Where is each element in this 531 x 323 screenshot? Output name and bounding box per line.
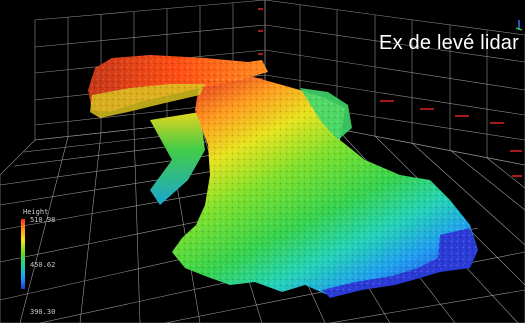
legend-min-label: 390.30 <box>30 308 56 316</box>
caption-text: Ex de levé lidar <box>379 32 519 54</box>
height-color-scale <box>21 219 25 289</box>
legend-title: Height <box>23 208 49 216</box>
right-wall-grid <box>264 0 525 166</box>
legend-max-label: 510.98 <box>30 216 56 224</box>
legend-mid-label: 450.62 <box>30 261 56 269</box>
axis-gizmo-icon <box>515 20 523 31</box>
lidar-terrain-surface <box>88 55 478 298</box>
